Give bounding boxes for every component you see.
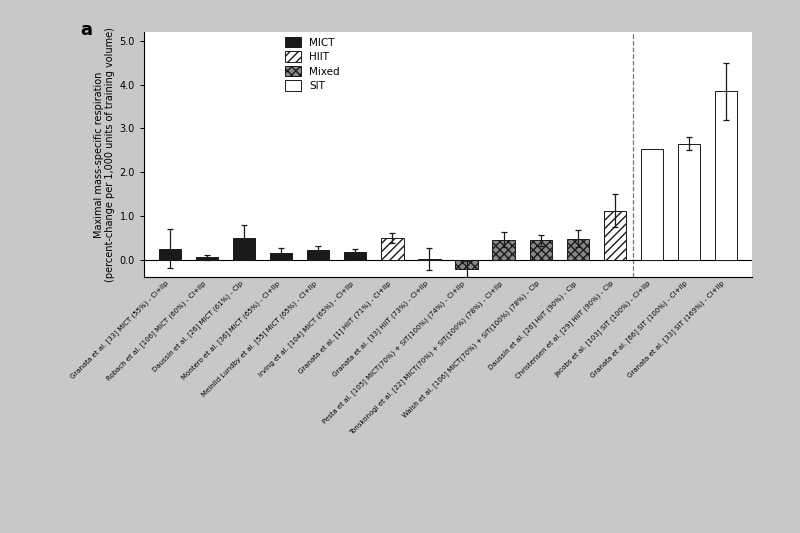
Bar xyxy=(382,238,403,260)
Text: Granata et al. [33] HiiT (73%) - CI+IIp: Granata et al. [33] HiiT (73%) - CI+IIp xyxy=(331,280,430,378)
Bar xyxy=(233,238,255,260)
Bar xyxy=(530,240,552,260)
Text: a: a xyxy=(80,21,92,39)
Bar xyxy=(344,252,366,260)
Bar xyxy=(418,259,441,260)
Text: Granata et al. [1] HiiT (71%) - CI+IIp: Granata et al. [1] HiiT (71%) - CI+IIp xyxy=(298,280,392,375)
Bar xyxy=(678,143,700,260)
Text: Meinild Lundby et al. [55] MICT (65%) - CI+IIp: Meinild Lundby et al. [55] MICT (65%) - … xyxy=(200,280,318,398)
Text: Montero et al. [36] MICT (65%) - CI+IIp: Montero et al. [36] MICT (65%) - CI+IIp xyxy=(180,280,281,381)
Bar xyxy=(196,257,218,260)
Text: Granata et al. [33] MICT (55%) - CI+IIp: Granata et al. [33] MICT (55%) - CI+IIp xyxy=(70,280,170,381)
Legend: MICT, HIIT, Mixed, SIT: MICT, HIIT, Mixed, SIT xyxy=(283,35,342,93)
Bar xyxy=(493,239,514,260)
Bar xyxy=(307,250,330,260)
Text: Granata et al. [33] SIT (169%) - CI+IIp: Granata et al. [33] SIT (169%) - CI+IIp xyxy=(626,280,726,379)
Text: Christensen et al. [29] HiiT (90%) - CIp: Christensen et al. [29] HiiT (90%) - CIp xyxy=(514,280,615,381)
Text: Robach et al. [106] MICT (60%) - CI+IIp: Robach et al. [106] MICT (60%) - CI+IIp xyxy=(105,280,207,382)
Text: Granata et al. [66] SIT (100%) - CI+IIp: Granata et al. [66] SIT (100%) - CI+IIp xyxy=(590,280,689,379)
Text: Walsh et al. [106] MICT(70%) + SIT(100%) (78%) - CIp: Walsh et al. [106] MICT(70%) + SIT(100%)… xyxy=(402,280,541,419)
Text: Irving et al. [104] MICT (65%) - CI+IIp: Irving et al. [104] MICT (65%) - CI+IIp xyxy=(258,280,355,377)
Bar xyxy=(641,149,663,260)
Text: Tonskonogi et al. [22] MICT(70%) + SIT(100%) (78%) - CI+IIp: Tonskonogi et al. [22] MICT(70%) + SIT(1… xyxy=(348,280,504,435)
Text: Daussin et al. [26] HiiT (90%) - CIp: Daussin et al. [26] HiiT (90%) - CIp xyxy=(487,280,578,370)
Bar xyxy=(455,260,478,269)
Bar xyxy=(566,239,589,260)
Text: Daussin et al. [26] MICT (61%) - CIp: Daussin et al. [26] MICT (61%) - CIp xyxy=(151,280,244,373)
Text: Jacobs et al. [103] SIT (100%) - CI+IIp: Jacobs et al. [103] SIT (100%) - CI+IIp xyxy=(554,280,652,378)
Bar xyxy=(270,253,292,260)
Bar xyxy=(159,249,181,260)
Text: Pesta et al. [105] MICT(70%) + SIT(100%) (74%) - CI+IIp: Pesta et al. [105] MICT(70%) + SIT(100%)… xyxy=(322,280,466,425)
Bar xyxy=(604,211,626,260)
Bar xyxy=(715,91,737,260)
Y-axis label: Maximal mass-specific respiration
(percent-change per 1,000 units of training vo: Maximal mass-specific respiration (perce… xyxy=(94,27,115,282)
